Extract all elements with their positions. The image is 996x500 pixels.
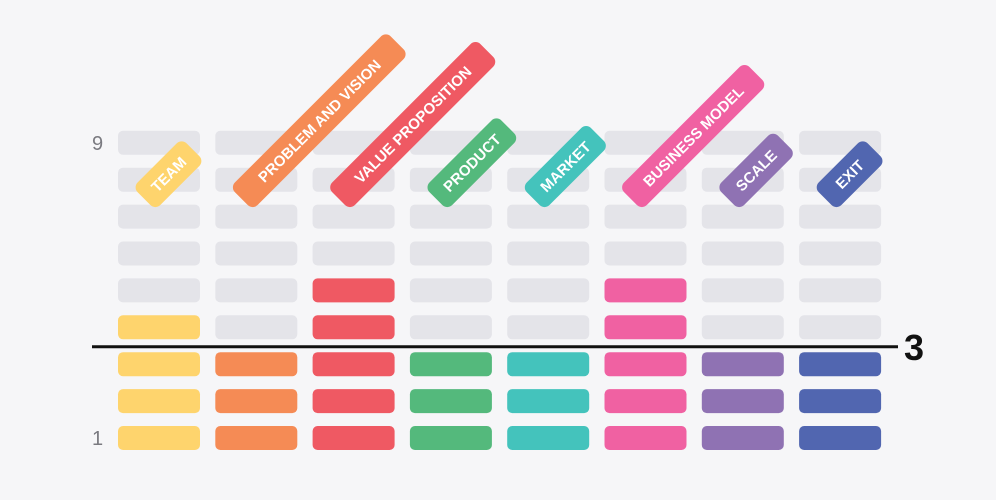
score-block-filled	[312, 315, 395, 340]
score-block-empty	[799, 278, 882, 303]
category-tag-background	[135, 141, 202, 208]
score-block-filled	[312, 389, 395, 414]
column-problem-and-vision	[215, 130, 298, 450]
score-block-filled	[215, 426, 298, 450]
category-tag-background	[427, 118, 517, 208]
score-block-empty	[215, 241, 298, 266]
score-block-filled	[215, 352, 298, 377]
score-block-filled	[799, 352, 882, 377]
score-block-empty	[409, 241, 492, 266]
score-block-empty	[701, 204, 784, 229]
threshold-marker: 3	[92, 327, 924, 368]
score-block-filled	[701, 352, 784, 377]
score-block-empty	[799, 204, 882, 229]
score-block-empty	[507, 315, 590, 340]
score-block-empty	[507, 278, 590, 303]
score-block-empty	[507, 204, 590, 229]
score-block-filled	[507, 426, 590, 450]
column-exit	[799, 130, 882, 450]
y-tick-label-max: 9	[92, 133, 103, 155]
score-block-filled	[507, 389, 590, 414]
score-block-filled	[312, 278, 395, 303]
score-block-empty	[409, 315, 492, 340]
category-tag-background	[719, 133, 793, 208]
score-block-empty	[701, 241, 784, 266]
category-tag-background	[232, 34, 406, 208]
score-block-filled	[799, 426, 882, 450]
score-block-empty	[701, 278, 784, 303]
score-block-filled	[604, 389, 687, 414]
score-block-filled	[604, 315, 687, 340]
score-block-filled	[409, 426, 492, 450]
score-block-empty	[604, 241, 687, 266]
score-block-filled	[701, 389, 784, 414]
score-block-filled	[604, 352, 687, 377]
score-block-filled	[118, 389, 200, 414]
score-block-filled	[507, 352, 590, 377]
score-block-empty	[799, 315, 882, 340]
y-tick-label-min: 1	[92, 428, 103, 450]
category-tag-background	[524, 126, 606, 208]
category-tag-background	[330, 42, 496, 208]
score-block-filled	[118, 426, 200, 450]
score-block-filled	[312, 426, 395, 450]
score-block-empty	[312, 241, 395, 266]
score-block-empty	[409, 204, 492, 229]
score-block-filled	[701, 426, 784, 450]
score-block-filled	[604, 426, 687, 450]
score-block-empty	[215, 204, 298, 229]
score-block-empty	[215, 315, 298, 340]
score-block-empty	[118, 204, 200, 229]
score-block-empty	[799, 241, 882, 266]
category-tag-product: PRODUCT	[427, 118, 517, 208]
score-block-filled	[215, 389, 298, 414]
score-block-filled	[312, 352, 395, 377]
score-block-empty	[118, 278, 200, 303]
score-block-filled	[409, 352, 492, 377]
score-block-empty	[507, 241, 590, 266]
score-block-empty	[409, 278, 492, 303]
category-tag-background	[622, 64, 765, 208]
y-axis: 91	[92, 133, 103, 450]
score-block-filled	[604, 278, 687, 303]
score-block-filled	[118, 315, 200, 340]
score-block-empty	[604, 204, 687, 229]
score-block-filled	[799, 389, 882, 414]
score-block-empty	[701, 315, 784, 340]
score-block-filled	[118, 352, 200, 377]
category-tag-background	[816, 141, 883, 208]
score-block-empty	[118, 241, 200, 266]
score-block-empty	[215, 278, 298, 303]
score-block-empty	[312, 204, 395, 229]
threshold-label: 3	[904, 327, 924, 368]
score-block-filled	[409, 389, 492, 414]
